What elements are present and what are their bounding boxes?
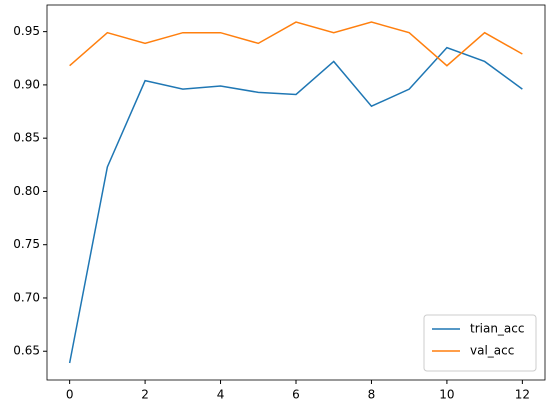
y-tick-label: 0.85	[13, 131, 40, 145]
line	[69, 21, 523, 67]
y-tick-label: 0.95	[13, 24, 40, 38]
y-tick-label: 0.80	[13, 184, 40, 198]
legend-label: val_acc	[470, 344, 514, 358]
x-tick-label: 4	[217, 388, 225, 402]
x-tick-label: 2	[141, 388, 149, 402]
line	[68, 46, 523, 364]
y-tick-label: 0.70	[13, 290, 40, 304]
y-tick-label: 0.65	[13, 344, 40, 358]
x-tick-label: 6	[292, 388, 300, 402]
x-tick-label: 8	[368, 388, 376, 402]
x-tick-label: 10	[439, 388, 454, 402]
plot-frame	[46, 4, 546, 381]
y-tick-label: 0.75	[13, 237, 40, 251]
x-tick-label: 12	[515, 388, 530, 402]
legend-label: trian_acc	[470, 322, 524, 336]
x-tick-label: 0	[66, 388, 74, 402]
y-tick-label: 0.90	[13, 77, 40, 91]
